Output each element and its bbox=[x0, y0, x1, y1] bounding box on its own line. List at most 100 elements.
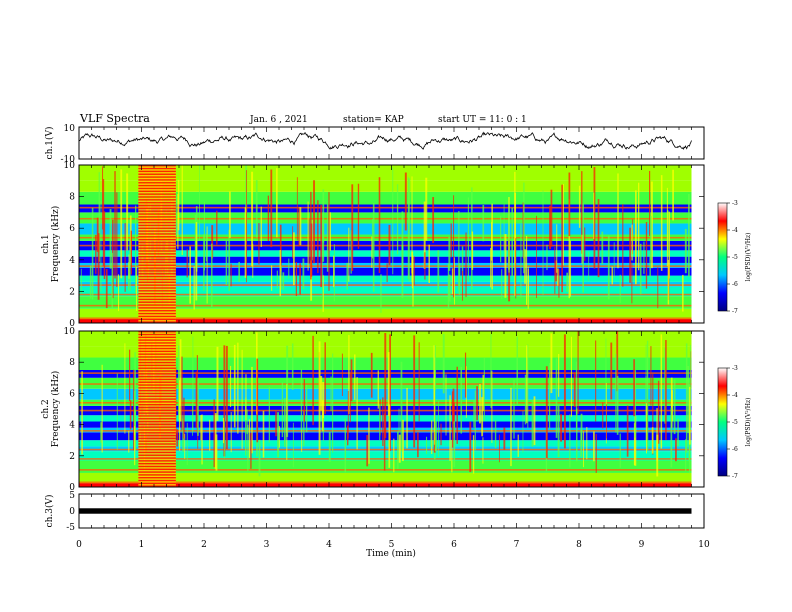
sferic-streak bbox=[97, 233, 100, 300]
sferic-streak bbox=[295, 262, 298, 297]
sferic-streak bbox=[432, 197, 435, 243]
colorbar-tick-label: -5 bbox=[732, 254, 738, 261]
ch1-ytick-top: 10 bbox=[64, 124, 76, 134]
sferic-streak bbox=[631, 224, 633, 261]
sferic-streak bbox=[483, 357, 485, 422]
burst-line bbox=[138, 465, 176, 468]
ch2-freq-tick-8: 8 bbox=[69, 358, 75, 368]
sferic-streak bbox=[189, 246, 191, 304]
burst-line bbox=[138, 321, 176, 323]
sferic-streak bbox=[116, 373, 118, 450]
sferic-streak bbox=[689, 345, 691, 431]
burst-line bbox=[138, 287, 176, 289]
ch1-colorbar: -3 -4 -5 -6 -7 log(PSD)(V²/Hz) bbox=[717, 200, 752, 315]
burst-line bbox=[138, 204, 176, 207]
sferic-streak bbox=[100, 200, 102, 292]
sferic-streak bbox=[645, 344, 647, 443]
colorbar-gradient bbox=[717, 202, 728, 312]
burst-line bbox=[138, 333, 176, 336]
burst-line bbox=[138, 173, 176, 175]
sferic-streak bbox=[588, 251, 590, 281]
sferic-streak bbox=[606, 404, 607, 439]
colorbar-label: log(PSD)(V²/Hz) bbox=[745, 398, 752, 447]
sferic-streak bbox=[195, 222, 198, 301]
colorbar-tick-label: -7 bbox=[732, 308, 738, 315]
burst-line bbox=[138, 201, 176, 204]
sferic-streak bbox=[660, 175, 663, 271]
sferic-streak bbox=[524, 374, 527, 425]
sferic-streak bbox=[206, 226, 208, 304]
sferic-streak bbox=[561, 184, 563, 293]
sferic-streak bbox=[378, 177, 381, 274]
sferic-streak bbox=[584, 227, 586, 261]
sferic-streak bbox=[490, 247, 492, 288]
sferic-streak bbox=[215, 434, 218, 471]
sferic-streak bbox=[568, 172, 571, 237]
sferic-streak bbox=[267, 195, 270, 242]
sferic-streak bbox=[408, 178, 410, 282]
sferic-streak bbox=[546, 244, 548, 271]
sferic-streak bbox=[247, 424, 249, 472]
sferic-streak bbox=[128, 430, 130, 453]
sferic-streak bbox=[293, 232, 295, 286]
sferic-streak bbox=[251, 366, 253, 454]
sferic-streak bbox=[124, 223, 126, 292]
sferic-streak bbox=[401, 211, 404, 298]
sferic-streak bbox=[186, 249, 188, 278]
sferic-streak bbox=[451, 439, 453, 473]
sferic-streak bbox=[434, 345, 436, 391]
sferic-streak bbox=[313, 180, 315, 264]
ch1-freq-tick-4: 4 bbox=[69, 256, 75, 266]
burst-line bbox=[138, 210, 176, 212]
sferic-streak bbox=[258, 223, 260, 265]
sferic-streak bbox=[440, 423, 442, 446]
ch2-spectrogram-xticks bbox=[78, 331, 705, 487]
sferic-streak bbox=[465, 366, 467, 418]
sferic-streak bbox=[616, 376, 619, 435]
sferic-streak bbox=[450, 223, 452, 258]
sferic-streak bbox=[458, 211, 460, 291]
sferic-streak bbox=[333, 255, 335, 288]
sferic-streak bbox=[465, 232, 467, 298]
sferic-streak bbox=[425, 436, 428, 454]
sferic-streak bbox=[326, 204, 329, 272]
burst-line bbox=[138, 364, 176, 367]
sferic-streak bbox=[100, 422, 103, 443]
sferic-streak bbox=[388, 224, 391, 266]
ch1-waveform-line bbox=[78, 131, 692, 150]
sferic-streak bbox=[668, 211, 670, 279]
sferic-streak bbox=[482, 374, 485, 411]
sferic-streak bbox=[195, 371, 198, 428]
sferic-streak bbox=[464, 352, 467, 398]
sferic-streak bbox=[256, 358, 259, 443]
sferic-streak bbox=[557, 405, 560, 458]
sferic-streak bbox=[126, 173, 129, 251]
spectral-band bbox=[79, 319, 692, 323]
sferic-streak bbox=[437, 250, 440, 293]
sferic-streak bbox=[175, 196, 178, 236]
burst-line bbox=[138, 273, 176, 275]
sferic-streak bbox=[192, 336, 194, 431]
sferic-streak bbox=[639, 243, 642, 295]
sferic-streak bbox=[617, 173, 619, 269]
time-tick-label: 1 bbox=[139, 540, 145, 550]
ch1-spectrogram-xticks bbox=[78, 165, 705, 323]
sferic-streak bbox=[527, 344, 529, 429]
sferic-streak bbox=[81, 371, 83, 455]
sferic-streak bbox=[310, 191, 312, 280]
burst-line bbox=[138, 221, 176, 224]
spectral-band bbox=[79, 308, 692, 320]
burst-line bbox=[138, 190, 176, 192]
sferic-streak bbox=[651, 427, 654, 454]
sferic-streak bbox=[581, 171, 583, 254]
sferic-streak bbox=[433, 345, 435, 406]
sferic-streak bbox=[666, 187, 668, 267]
sferic-streak bbox=[569, 414, 571, 468]
sferic-streak bbox=[430, 428, 432, 447]
sferic-streak bbox=[549, 205, 551, 250]
ch1-freq-tick-6: 6 bbox=[69, 224, 75, 234]
ch1-spectrogram-image bbox=[79, 165, 692, 323]
sferic-streak bbox=[129, 400, 132, 430]
sferic-streak bbox=[209, 419, 211, 451]
sferic-streak bbox=[312, 335, 314, 426]
